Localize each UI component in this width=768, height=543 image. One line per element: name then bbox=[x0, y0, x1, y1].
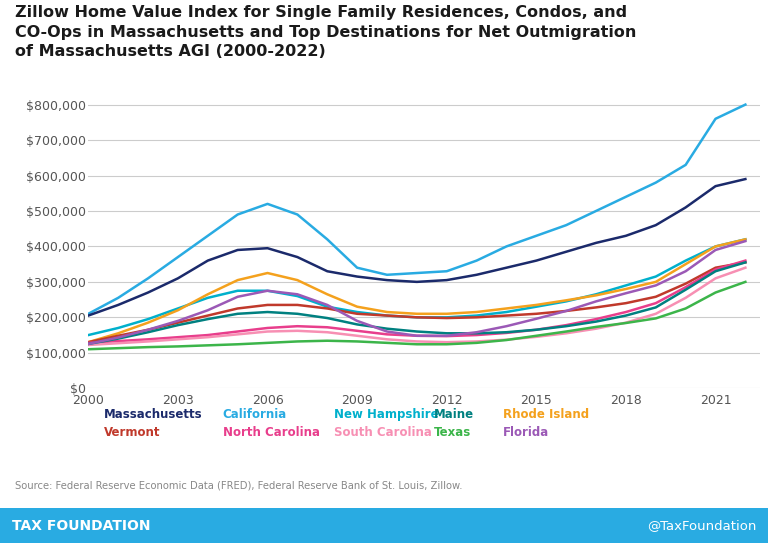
Text: North Carolina: North Carolina bbox=[223, 426, 319, 439]
Text: Massachusetts: Massachusetts bbox=[104, 408, 202, 421]
Text: California: California bbox=[223, 408, 287, 421]
Text: Zillow Home Value Index for Single Family Residences, Condos, and
CO-Ops in Mass: Zillow Home Value Index for Single Famil… bbox=[15, 5, 637, 59]
Text: New Hampshire: New Hampshire bbox=[334, 408, 439, 421]
Text: South Carolina: South Carolina bbox=[334, 426, 432, 439]
Text: TAX FOUNDATION: TAX FOUNDATION bbox=[12, 519, 150, 533]
Text: Florida: Florida bbox=[503, 426, 549, 439]
Text: @TaxFoundation: @TaxFoundation bbox=[647, 519, 756, 532]
Text: Maine: Maine bbox=[434, 408, 474, 421]
Text: Rhode Island: Rhode Island bbox=[503, 408, 589, 421]
Text: Vermont: Vermont bbox=[104, 426, 161, 439]
Text: Texas: Texas bbox=[434, 426, 472, 439]
Text: Source: Federal Reserve Economic Data (FRED), Federal Reserve Bank of St. Louis,: Source: Federal Reserve Economic Data (F… bbox=[15, 481, 463, 490]
